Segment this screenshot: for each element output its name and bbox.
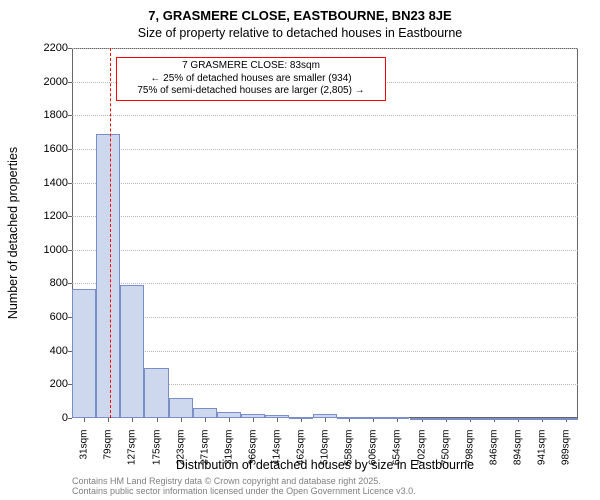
y-tick-label: 1000 xyxy=(18,244,68,256)
gridline xyxy=(72,183,578,184)
histogram-bar xyxy=(361,417,385,419)
x-tick-mark xyxy=(253,418,254,422)
histogram-bar xyxy=(434,418,458,420)
histogram-bar xyxy=(313,414,337,418)
histogram-bar xyxy=(217,412,241,418)
histogram-bar xyxy=(144,368,168,418)
x-tick-mark xyxy=(325,418,326,422)
histogram-bar xyxy=(120,285,144,418)
gridline xyxy=(72,283,578,284)
footer-attribution: Contains HM Land Registry data © Crown c… xyxy=(72,476,416,497)
x-tick-mark xyxy=(132,418,133,422)
histogram-bar xyxy=(458,418,482,420)
property-marker-line xyxy=(110,48,111,418)
x-tick-mark xyxy=(84,418,85,422)
histogram-bar xyxy=(169,398,193,418)
histogram-bar xyxy=(410,418,434,420)
histogram-bar xyxy=(289,417,313,419)
histogram-bar xyxy=(385,417,409,419)
histogram-bar xyxy=(554,418,578,420)
y-tick-label: 1800 xyxy=(18,109,68,121)
histogram-bar xyxy=(530,418,554,420)
x-tick-mark xyxy=(108,418,109,422)
histogram-bar xyxy=(193,408,217,418)
histogram-bar xyxy=(482,418,506,420)
histogram-bar xyxy=(72,289,96,419)
x-tick-mark xyxy=(277,418,278,422)
histogram-bar xyxy=(337,417,361,419)
annotation-line-1: 7 GRASMERE CLOSE: 83sqm xyxy=(121,60,381,73)
histogram-bar xyxy=(506,418,530,420)
x-tick-mark xyxy=(181,418,182,422)
gridline xyxy=(72,250,578,251)
chart-title-line1: 7, GRASMERE CLOSE, EASTBOURNE, BN23 8JE xyxy=(0,8,600,23)
histogram-bar xyxy=(241,414,265,418)
annotation-line-3: 75% of semi-detached houses are larger (… xyxy=(121,85,381,98)
histogram-bar xyxy=(96,134,120,418)
chart-title-line2: Size of property relative to detached ho… xyxy=(0,26,600,40)
y-tick-label: 1200 xyxy=(18,210,68,222)
y-tick-label: 800 xyxy=(18,277,68,289)
y-tick-label: 200 xyxy=(18,378,68,390)
property-annotation: 7 GRASMERE CLOSE: 83sqm ← 25% of detache… xyxy=(116,57,386,101)
y-tick-label: 400 xyxy=(18,345,68,357)
gridline xyxy=(72,216,578,217)
y-tick-label: 600 xyxy=(18,311,68,323)
footer-line-1: Contains HM Land Registry data © Crown c… xyxy=(72,476,416,486)
x-axis-label: Distribution of detached houses by size … xyxy=(72,458,578,472)
y-tick-label: 2200 xyxy=(18,42,68,54)
footer-line-2: Contains public sector information licen… xyxy=(72,486,416,496)
y-tick-label: 2000 xyxy=(18,76,68,88)
gridline xyxy=(72,48,578,49)
chart-page: 7, GRASMERE CLOSE, EASTBOURNE, BN23 8JE … xyxy=(0,0,600,500)
y-tick-label: 1600 xyxy=(18,143,68,155)
gridline xyxy=(72,115,578,116)
annotation-line-2: ← 25% of detached houses are smaller (93… xyxy=(121,73,381,86)
x-tick-mark xyxy=(157,418,158,422)
y-axis-label: Number of detached properties xyxy=(6,48,20,418)
x-tick-mark xyxy=(229,418,230,422)
x-tick-mark xyxy=(205,418,206,422)
plot-area xyxy=(72,48,578,418)
gridline xyxy=(72,149,578,150)
y-tick-label: 1400 xyxy=(18,177,68,189)
gridline xyxy=(72,317,578,318)
gridline xyxy=(72,351,578,352)
histogram-bar xyxy=(265,415,289,418)
y-tick-label: 0 xyxy=(18,412,68,424)
y-tick-mark xyxy=(68,418,72,419)
